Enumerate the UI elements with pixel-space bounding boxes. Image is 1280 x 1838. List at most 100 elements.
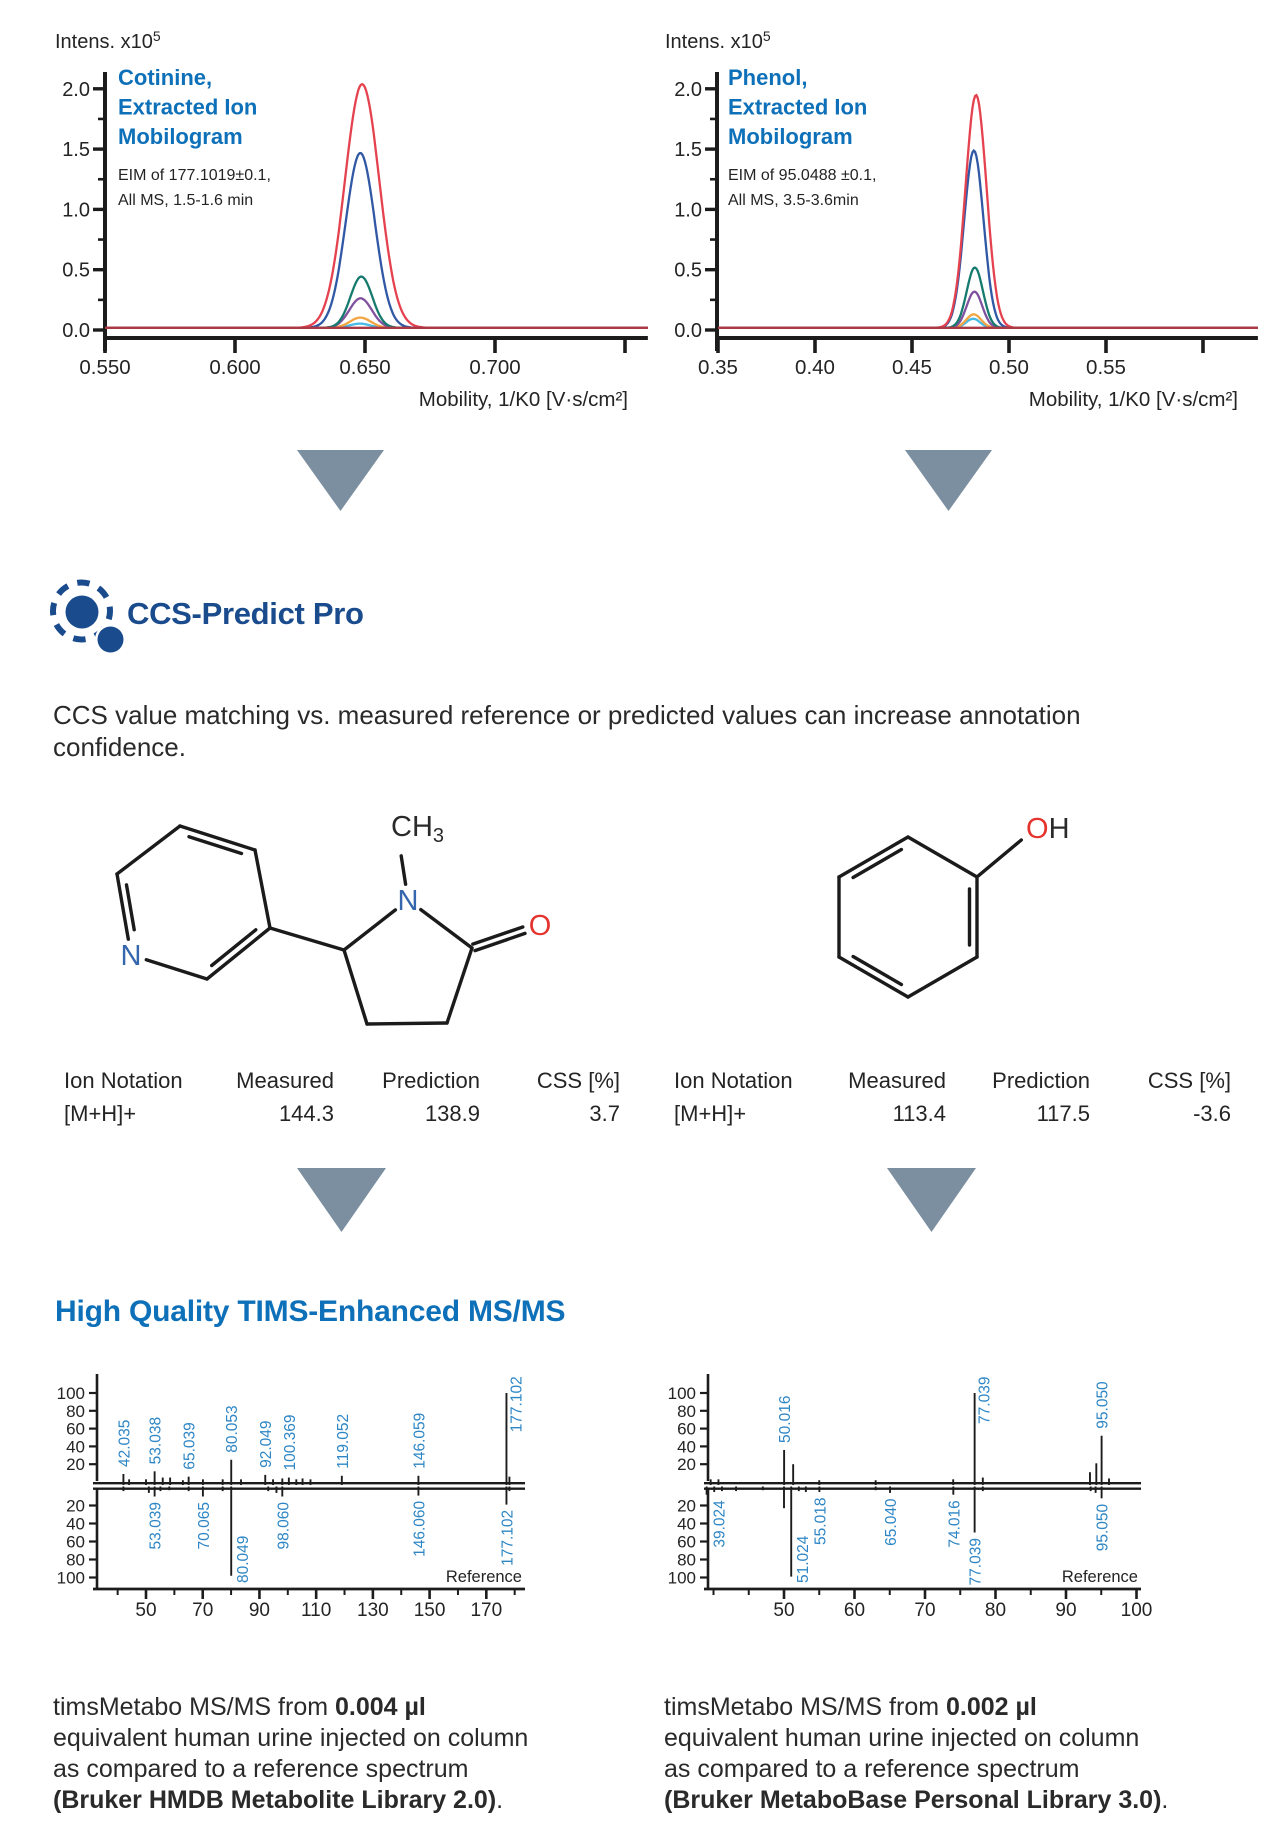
peak-label: 146.060 — [411, 1500, 428, 1556]
table-cell: 113.4 — [892, 1101, 946, 1126]
y-tick-label: 100 — [668, 1384, 696, 1403]
y-tick-label: 80 — [677, 1402, 696, 1421]
cotinine-mobilogram-trace-teal — [105, 275, 648, 329]
column-header: Ion Notation — [64, 1068, 183, 1093]
y-tick-label: 1.0 — [62, 199, 90, 221]
x-tick-label: 70 — [914, 1600, 935, 1621]
x-tick-label: 50 — [773, 1600, 794, 1621]
y-tick-label: 20 — [66, 1455, 85, 1474]
eim-note-line: EIM of 177.1019±0.1, — [118, 167, 271, 184]
phenol-structure: OH — [837, 813, 1070, 999]
logo-title: CCS-Predict Pro — [127, 596, 364, 631]
x-axis-title: Mobility, 1/K0 [V·s/cm²] — [1029, 388, 1238, 411]
chart-title-line: Cotinine, — [118, 65, 212, 90]
column-header: Prediction — [382, 1068, 480, 1093]
reference-label: Reference — [446, 1568, 522, 1586]
peak-label: 100.369 — [282, 1415, 299, 1471]
peak-label: 65.039 — [182, 1422, 199, 1469]
x-tick-label: 50 — [135, 1600, 156, 1621]
peak-label: 95.050 — [1095, 1381, 1112, 1429]
y-tick-label: 40 — [677, 1515, 696, 1534]
x-tick-label: 130 — [357, 1600, 389, 1621]
peak-label: 98.060 — [275, 1502, 292, 1550]
y-tick-label: 0.0 — [62, 320, 90, 342]
y-axis-title: Intens. x105 — [55, 28, 161, 53]
intro-paragraph: CCS value matching vs. measured referenc… — [53, 700, 1081, 762]
peak-label: 50.016 — [777, 1396, 794, 1443]
x-tick-label: 80 — [985, 1600, 1006, 1621]
x-tick-label: 60 — [844, 1600, 865, 1621]
peak-label: 39.024 — [712, 1500, 729, 1548]
peak-label: 177.102 — [508, 1376, 525, 1432]
hydroxyl-label: OH — [1026, 813, 1070, 845]
y-tick-label: 40 — [66, 1437, 85, 1456]
cotinine-caption: timsMetabo MS/MS from 0.004 µl equivalen… — [53, 1693, 529, 1814]
y-tick-label: 80 — [66, 1402, 85, 1421]
y-tick-label: 0.0 — [674, 320, 702, 342]
column-header: Prediction — [992, 1068, 1090, 1093]
x-axis-title: Mobility, 1/K0 [V·s/cm²] — [419, 388, 628, 411]
x-tick-label: 0.35 — [698, 356, 738, 379]
x-tick-label: 0.55 — [1086, 356, 1126, 379]
peak-label: 77.039 — [968, 1538, 985, 1585]
x-tick-label: 0.700 — [469, 356, 520, 379]
peak-label: 55.018 — [812, 1498, 829, 1545]
eim-note-line: All MS, 1.5-1.6 min — [118, 192, 253, 209]
x-tick-label: 0.50 — [989, 356, 1029, 379]
down-triangle-icon — [297, 450, 384, 511]
peak-label: 146.059 — [411, 1413, 428, 1469]
y-tick-label: 1.5 — [62, 139, 90, 161]
chart-title-line: Extracted Ion — [118, 95, 257, 120]
cotinine-mobilogram: 0.0 0.5 1.0 1.5 2.0 0.550 0.600 0.650 0.700 Inten… — [55, 28, 648, 411]
column-header: Measured — [848, 1068, 946, 1093]
y-tick-label: 0.5 — [674, 260, 702, 282]
table-cell: 117.5 — [1036, 1101, 1090, 1126]
peak-label: 77.039 — [977, 1377, 994, 1424]
peak-label: 74.016 — [946, 1500, 963, 1547]
peak-label: 65.040 — [883, 1498, 900, 1546]
y-tick-label: 80 — [66, 1551, 85, 1570]
x-tick-label: 90 — [1055, 1600, 1076, 1621]
y-tick-label: 20 — [66, 1497, 85, 1516]
phenol-mobilogram: 0.0 0.5 1.0 1.5 2.0 0.35 0.40 0.45 0.50 0.55 Inten… — [665, 28, 1258, 411]
x-tick-label: 0.550 — [79, 356, 130, 379]
cotinine-bonds — [115, 824, 527, 1026]
x-tick-label: 90 — [249, 1600, 270, 1621]
chart-title-line: Mobilogram — [728, 124, 853, 149]
peak-label: 177.102 — [499, 1510, 516, 1566]
x-tick-label: 0.600 — [209, 356, 260, 379]
x-tick-label: 110 — [301, 1600, 331, 1621]
x-tick-label: 0.40 — [795, 356, 835, 379]
y-tick-label: 20 — [677, 1497, 696, 1516]
x-tick-label: 0.650 — [339, 356, 390, 379]
peak-label: 95.050 — [1095, 1503, 1112, 1551]
y-tick-label: 60 — [677, 1420, 696, 1439]
eim-note-line: EIM of 95.0488 ±0.1, — [728, 167, 876, 184]
y-tick-label: 60 — [677, 1533, 696, 1552]
down-triangle-icon — [905, 450, 992, 511]
y-tick-label: 100 — [57, 1384, 85, 1403]
table-cell: 144.3 — [278, 1101, 334, 1126]
cotinine-structure: CH3 N N O — [115, 811, 551, 1026]
column-header: Measured — [236, 1068, 334, 1093]
column-header: CSS [%] — [536, 1068, 620, 1093]
peak-label: 80.049 — [235, 1536, 252, 1583]
x-tick-label: 170 — [470, 1600, 502, 1621]
table-cell: [M+H]+ — [64, 1101, 137, 1126]
y-tick-label: 60 — [66, 1420, 85, 1439]
peak-label: 42.035 — [116, 1420, 133, 1467]
y-tick-label: 1.5 — [674, 139, 702, 161]
y-axis-title: Intens. x105 — [665, 28, 771, 53]
peak-label: 51.024 — [795, 1535, 812, 1583]
x-tick-label: 0.45 — [892, 356, 932, 379]
section-heading: High Quality TIMS-Enhanced MS/MS — [55, 1295, 566, 1328]
chart-title-line: Mobilogram — [118, 124, 243, 149]
x-tick-label: 70 — [192, 1600, 213, 1621]
phenol-caption: timsMetabo MS/MS from 0.002 µl equivalen… — [664, 1693, 1169, 1814]
y-tick-label: 0.5 — [62, 260, 90, 282]
y-tick-label: 2.0 — [62, 79, 90, 101]
peak-label: 53.038 — [148, 1417, 165, 1464]
